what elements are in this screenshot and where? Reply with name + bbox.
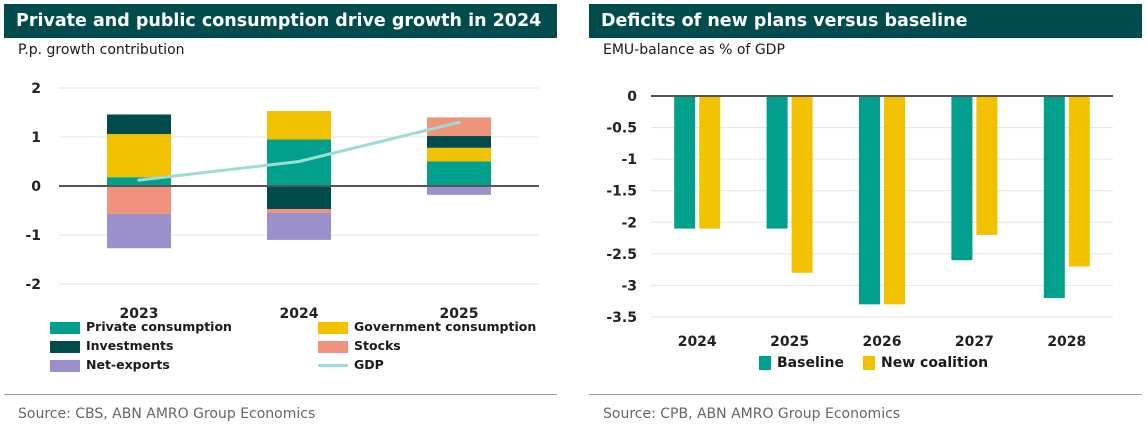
y-tick-label: -3.5 xyxy=(606,310,637,326)
y-tick-label: 0 xyxy=(31,179,41,195)
bar-government-consumption-2023 xyxy=(107,134,171,178)
bar-investments-2023 xyxy=(107,114,171,135)
x-tick-label: 2025 xyxy=(770,334,809,350)
legend-label-government-consumption: Government consumption xyxy=(354,319,537,334)
legend-swatch-government-consumption xyxy=(318,321,348,334)
legend-stocks: Stocks xyxy=(318,337,401,355)
x-tick-label: 2024 xyxy=(280,306,319,318)
bar-new-coalition-2027 xyxy=(976,96,998,235)
legend-baseline: Baseline xyxy=(759,354,844,372)
bar-baseline-2027 xyxy=(951,96,973,261)
y-tick-label: -3 xyxy=(621,278,637,294)
legend-label-private-consumption: Private consumption xyxy=(86,319,232,334)
y-tick-label: -2 xyxy=(25,277,41,293)
right-chart-source: Source: CPB, ABN AMRO Group Economics xyxy=(603,406,901,422)
x-tick-label: 2027 xyxy=(955,334,994,350)
legend-gdp: GDP xyxy=(318,356,384,374)
right-chart-title: Deficits of new plans versus baseline xyxy=(589,4,1142,38)
legend-label-net-exports: Net-exports xyxy=(86,357,170,372)
legend-private-consumption: Private consumption xyxy=(50,318,232,336)
x-tick-label: 2025 xyxy=(440,306,479,318)
gdp-point-2024 xyxy=(297,160,301,163)
right-source-divider xyxy=(589,394,1142,395)
x-tick-label: 2023 xyxy=(120,306,159,318)
left-source-divider xyxy=(4,394,557,395)
legend-swatch-investments xyxy=(50,340,80,353)
left-chart-title: Private and public consumption drive gro… xyxy=(4,4,557,38)
y-tick-label: -2.5 xyxy=(606,247,637,263)
bar-investments-2025 xyxy=(427,136,491,148)
y-tick-label: 0 xyxy=(627,89,637,105)
bar-baseline-2024 xyxy=(674,96,696,229)
y-tick-label: -1 xyxy=(621,152,637,168)
y-tick-label: -1 xyxy=(25,228,41,244)
legend-label-stocks: Stocks xyxy=(354,338,401,353)
bar-stocks-2025 xyxy=(427,117,491,137)
right-chart-panel: Deficits of new plans versus baseline EM… xyxy=(589,4,1142,424)
bar-stocks-2023 xyxy=(107,186,171,214)
y-tick-label: -0.5 xyxy=(606,121,637,137)
right-chart-plot: 0 -0.5 -1 -1.5 -2 -2.5 -3 -3.5 2024 2025 2026 2027 2… xyxy=(606,89,1113,350)
legend-label-gdp: GDP xyxy=(354,357,384,372)
legend-swatch-new-coalition xyxy=(863,356,875,370)
bar-net-exports-2025 xyxy=(427,186,491,195)
bar-new-coalition-2026 xyxy=(884,96,905,305)
y-tick-label: -1.5 xyxy=(606,184,637,200)
right-chart-subtitle: EMU-balance as % of GDP xyxy=(603,42,785,58)
legend-swatch-baseline xyxy=(759,356,771,370)
bar-stocks-2024 xyxy=(267,209,331,213)
bar-new-coalition-2028 xyxy=(1068,96,1090,267)
x-tick-label: 2026 xyxy=(863,334,902,350)
gdp-point-2025 xyxy=(457,120,461,124)
legend-swatch-stocks xyxy=(318,340,348,353)
bar-investments-2024 xyxy=(267,186,331,210)
left-chart-source: Source: CBS, ABN AMRO Group Economics xyxy=(18,406,316,422)
legend-swatch-private-consumption xyxy=(50,321,80,334)
left-chart-panel: Private and public consumption drive gro… xyxy=(4,4,557,424)
bar-government-consumption-2025 xyxy=(427,147,491,162)
bar-net-exports-2023 xyxy=(107,213,171,249)
bar-baseline-2025 xyxy=(766,96,788,229)
x-tick-label: 2024 xyxy=(678,334,717,350)
legend-investments: Investments xyxy=(50,337,173,355)
y-tick-label: 1 xyxy=(31,130,41,146)
legend-label-investments: Investments xyxy=(86,338,174,353)
bar-government-consumption-2024 xyxy=(267,111,331,140)
bar-new-coalition-2025 xyxy=(791,96,813,273)
left-chart-plot: 2 1 0 -1 -2 2023 2024 2025 xyxy=(25,81,539,318)
bar-baseline-2028 xyxy=(1043,96,1065,299)
x-tick-label: 2028 xyxy=(1047,334,1086,350)
gdp-point-2023 xyxy=(137,178,141,182)
legend-net-exports: Net-exports xyxy=(50,356,170,374)
bar-new-coalition-2024 xyxy=(699,96,721,229)
left-chart-legend: Private consumption Government consumpti… xyxy=(50,318,550,378)
legend-new-coalition: New coalition xyxy=(863,354,988,372)
legend-line-gdp xyxy=(318,364,348,367)
legend-swatch-net-exports xyxy=(50,359,80,372)
bar-private-consumption-2025 xyxy=(427,161,491,186)
y-tick-label: -2 xyxy=(621,215,637,231)
y-tick-label: 2 xyxy=(31,81,41,97)
bar-net-exports-2024 xyxy=(267,212,331,240)
legend-government-consumption: Government consumption xyxy=(318,318,536,336)
legend-label-new-coalition: New coalition xyxy=(881,355,989,371)
left-chart-subtitle: P.p. growth contribution xyxy=(18,42,185,58)
legend-label-baseline: Baseline xyxy=(777,355,845,371)
bar-baseline-2026 xyxy=(859,96,880,305)
right-chart-legend: Baseline New coalition xyxy=(759,354,1059,374)
